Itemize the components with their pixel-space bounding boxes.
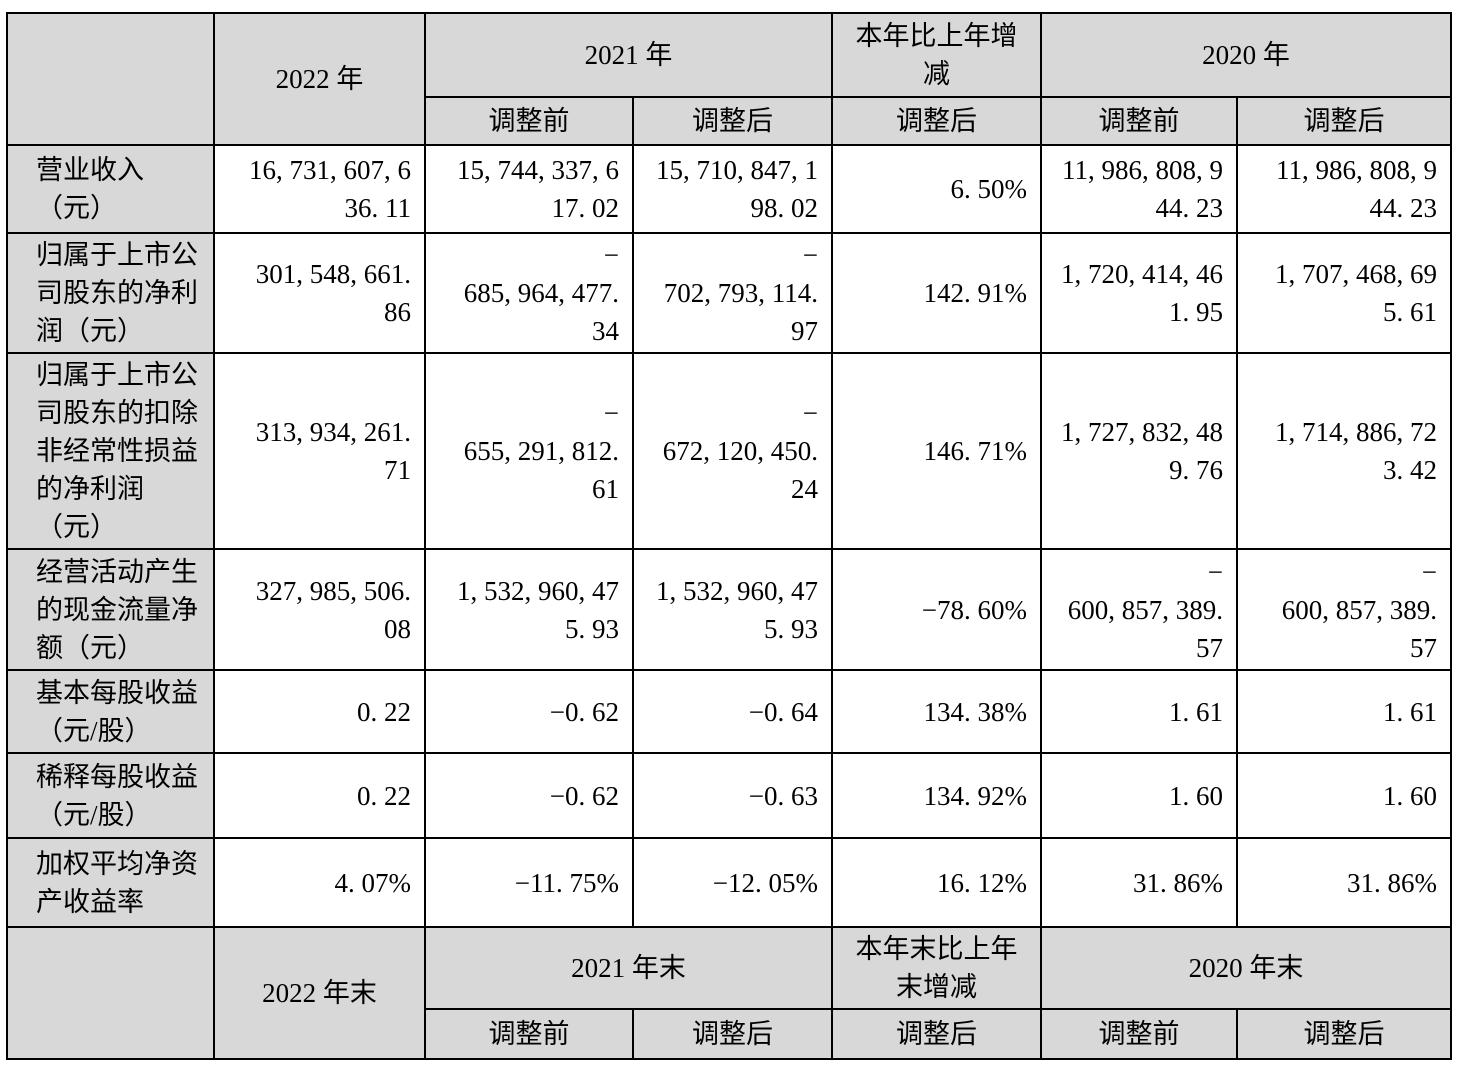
cell-2021-after: − 672, 120, 450. 24 xyxy=(632,352,833,550)
cell-2021-after: −0. 64 xyxy=(632,669,833,754)
footer-year-2020-end: 2020 年末 xyxy=(1040,926,1452,1010)
row-label: 基本每股收益 （元/股） xyxy=(6,669,215,754)
cell-2020-before: 1. 61 xyxy=(1040,669,1238,754)
cell-2022: 16, 731, 607, 6 36. 11 xyxy=(213,144,426,234)
cell-2022: 313, 934, 261. 71 xyxy=(213,352,426,550)
row-label: 经营活动产生 的现金流量净 额（元） xyxy=(6,548,215,671)
cell-2021-after: − 702, 793, 114. 97 xyxy=(632,232,833,354)
cell-2020-after: 31. 86% xyxy=(1236,837,1452,928)
cell-2021-before: −11. 75% xyxy=(424,837,634,928)
table-row-revenue: 营业收入 （元） 16, 731, 607, 6 36. 11 15, 744,… xyxy=(6,144,1452,234)
cell-2021-after: −12. 05% xyxy=(632,837,833,928)
cell-2022: 0. 22 xyxy=(213,669,426,754)
cell-2021-after: 1, 532, 960, 47 5. 93 xyxy=(632,548,833,671)
cell-2021-after: 15, 710, 847, 1 98. 02 xyxy=(632,144,833,234)
footer-header-row-adjust: 调整前 调整后 调整后 调整前 调整后 xyxy=(7,1008,1452,1060)
cell-2020-before: 11, 986, 808, 9 44. 23 xyxy=(1040,144,1238,234)
footer-corner-cell xyxy=(6,926,215,1060)
cell-2020-after: − 600, 857, 389. 57 xyxy=(1236,548,1452,671)
header-year-2022: 2022 年 xyxy=(213,12,426,146)
table-row-net-profit-excl-nonrecurring: 归属于上市公 司股东的扣除 非经常性损益 的净利润 （元） 313, 934, … xyxy=(6,352,1452,550)
cell-2021-before: − 685, 964, 477. 34 xyxy=(424,232,634,354)
footer-year-2021-end: 2021 年末 xyxy=(424,926,833,1010)
row-label: 稀释每股收益 （元/股） xyxy=(6,752,215,839)
row-label: 加权平均净资 产收益率 xyxy=(6,837,215,928)
header-2021-before-adjust: 调整前 xyxy=(424,96,634,146)
cell-2020-before: 1, 727, 832, 48 9. 76 xyxy=(1040,352,1238,550)
financial-summary-table: 2022 年 2021 年 本年比上年增 减 2020 年 调整前 调整后 调整… xyxy=(6,12,1452,1060)
cell-change: 16. 12% xyxy=(831,837,1042,928)
cell-2021-before: −0. 62 xyxy=(424,669,634,754)
cell-change: 134. 92% xyxy=(831,752,1042,839)
cell-2022: 301, 548, 661. 86 xyxy=(213,232,426,354)
cell-2021-before: 1, 532, 960, 47 5. 93 xyxy=(424,548,634,671)
footer-change-after-adjust: 调整后 xyxy=(831,1008,1042,1060)
row-label: 归属于上市公 司股东的扣除 非经常性损益 的净利润 （元） xyxy=(6,352,215,550)
footer-header-row-yearend: 2022 年末 2021 年末 本年末比上年 末增减 2020 年末 xyxy=(6,926,1452,1060)
cell-2020-before: 1. 60 xyxy=(1040,752,1238,839)
header-row-years: 2022 年 2021 年 本年比上年增 减 2020 年 xyxy=(6,12,1452,146)
cell-2020-before: − 600, 857, 389. 57 xyxy=(1040,548,1238,671)
header-yoy-change: 本年比上年增 减 xyxy=(831,12,1042,98)
cell-2021-before: −0. 62 xyxy=(424,752,634,839)
cell-change: 134. 38% xyxy=(831,669,1042,754)
header-row-adjust: 调整前 调整后 调整后 调整前 调整后 xyxy=(7,96,1452,146)
header-year-2020: 2020 年 xyxy=(1040,12,1452,98)
footer-2021-after-adjust: 调整后 xyxy=(632,1008,833,1060)
footer-year-2022-end: 2022 年末 xyxy=(213,926,426,1060)
cell-2020-after: 1. 61 xyxy=(1236,669,1452,754)
cell-2021-after: −0. 63 xyxy=(632,752,833,839)
row-label: 营业收入 （元） xyxy=(6,144,215,234)
table-row-weighted-avg-roe: 加权平均净资 产收益率 4. 07% −11. 75% −12. 05% 16.… xyxy=(6,837,1452,928)
cell-2020-before: 1, 720, 414, 46 1. 95 xyxy=(1040,232,1238,354)
header-change-after-adjust: 调整后 xyxy=(831,96,1042,146)
header-2020-before-adjust: 调整前 xyxy=(1040,96,1238,146)
row-label: 归属于上市公 司股东的净利 润（元） xyxy=(6,232,215,354)
footer-2020-after-adjust: 调整后 xyxy=(1236,1008,1452,1060)
table-row-diluted-eps: 稀释每股收益 （元/股） 0. 22 −0. 62 −0. 63 134. 92… xyxy=(6,752,1452,839)
table-row-basic-eps: 基本每股收益 （元/股） 0. 22 −0. 62 −0. 64 134. 38… xyxy=(6,669,1452,754)
cell-change: 6. 50% xyxy=(831,144,1042,234)
cell-2021-before: − 655, 291, 812. 61 xyxy=(424,352,634,550)
table-row-net-profit: 归属于上市公 司股东的净利 润（元） 301, 548, 661. 86 − 6… xyxy=(6,232,1452,354)
cell-change: −78. 60% xyxy=(831,548,1042,671)
cell-2020-before: 31. 86% xyxy=(1040,837,1238,928)
cell-2020-after: 11, 986, 808, 9 44. 23 xyxy=(1236,144,1452,234)
cell-2021-before: 15, 744, 337, 6 17. 02 xyxy=(424,144,634,234)
footer-2021-before-adjust: 调整前 xyxy=(424,1008,634,1060)
table-row-operating-cash-flow: 经营活动产生 的现金流量净 额（元） 327, 985, 506. 08 1, … xyxy=(6,548,1452,671)
corner-cell xyxy=(6,12,215,146)
cell-2022: 0. 22 xyxy=(213,752,426,839)
cell-change: 142. 91% xyxy=(831,232,1042,354)
cell-2020-after: 1. 60 xyxy=(1236,752,1452,839)
header-2021-after-adjust: 调整后 xyxy=(632,96,833,146)
cell-2020-after: 1, 714, 886, 72 3. 42 xyxy=(1236,352,1452,550)
header-year-2021: 2021 年 xyxy=(424,12,833,98)
cell-2020-after: 1, 707, 468, 69 5. 61 xyxy=(1236,232,1452,354)
footer-yoy-end-change: 本年末比上年 末增减 xyxy=(831,926,1042,1010)
footer-2020-before-adjust: 调整前 xyxy=(1040,1008,1238,1060)
cell-2022: 4. 07% xyxy=(213,837,426,928)
header-2020-after-adjust: 调整后 xyxy=(1236,96,1452,146)
cell-change: 146. 71% xyxy=(831,352,1042,550)
cell-2022: 327, 985, 506. 08 xyxy=(213,548,426,671)
